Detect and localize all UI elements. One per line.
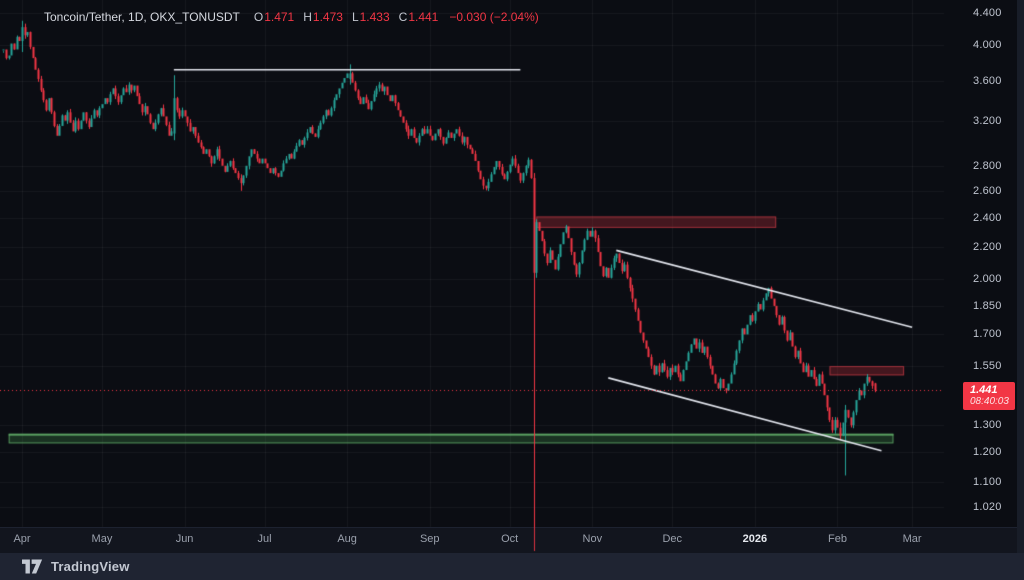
tradingview-logo-icon[interactable] [22,559,43,574]
change-value: −0.030 (−2.04%) [449,10,539,24]
symbol-title[interactable]: Toncoin/Tether, 1D, OKX_TONUSDT [44,10,240,24]
ohlc-close: C1.441 [398,10,439,24]
price-tick-label: 3.600 [973,74,1002,87]
price-tick-label: 1.020 [973,501,1002,514]
time-tick-label: Jun [175,533,194,545]
time-tick-label: Aug [337,533,357,545]
time-tick-label: Nov [582,533,603,545]
price-tick-label: 2.600 [973,184,1002,197]
price-tick-label: 4.000 [973,39,1002,52]
price-tick-label: 2.000 [973,273,1002,286]
ohlc-high: H1.473 [303,10,343,24]
candle-countdown: 08:40:03 [970,396,1009,408]
last-price-label: 1.441 08:40:03 [963,382,1015,411]
time-tick-label: May [91,533,113,545]
price-tick-label: 1.200 [973,446,1002,459]
price-tick-label: 2.800 [973,159,1002,172]
time-tick-label: 2026 [742,533,768,545]
tradingview-brand[interactable]: TradingView [51,559,130,574]
price-tick-label: 1.700 [973,328,1002,341]
time-tick-label: Oct [501,533,519,545]
symbol-legend[interactable]: Toncoin/Tether, 1D, OKX_TONUSDT O1.471 H1.… [44,10,539,24]
time-tick-label: Mar [902,533,922,545]
time-tick-label: Sep [419,533,440,545]
candlestick-chart-canvas[interactable] [0,0,1024,553]
price-tick-label: 4.400 [973,7,1002,19]
time-tick-label: Dec [662,533,683,545]
time-tick-label: Feb [828,533,847,545]
last-price-value: 1.441 [970,384,998,397]
price-tick-label: 2.200 [973,241,1002,254]
price-tick-label: 3.200 [973,114,1002,127]
time-tick-label: Apr [13,533,31,545]
price-tick-label: 1.300 [973,419,1002,432]
ohlc-low: L1.433 [351,10,390,24]
price-tick-label: 2.400 [973,211,1002,224]
time-tick-label: Jul [257,533,272,545]
price-tick-label: 1.100 [973,475,1002,488]
price-tick-label: 1.850 [973,299,1002,312]
ohlc-open: O1.471 [253,10,295,24]
price-tick-label: 1.550 [973,359,1002,372]
footer-bar: TradingView [0,553,1024,580]
